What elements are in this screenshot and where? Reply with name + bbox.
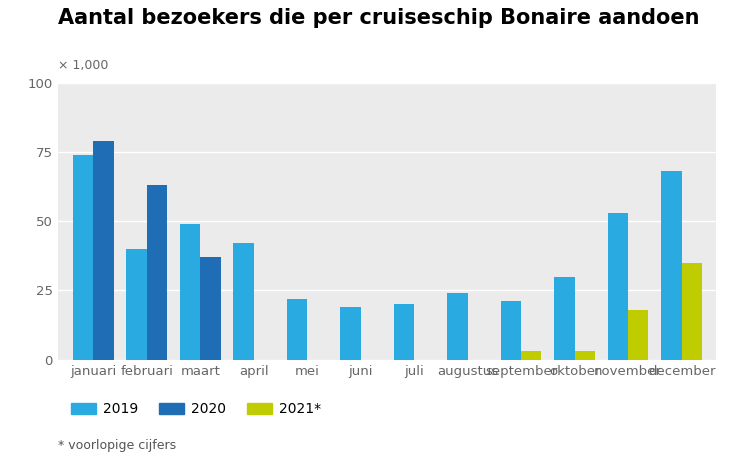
Bar [233,243,254,360]
Bar [662,171,681,360]
Bar [575,351,595,360]
Bar [287,299,307,360]
Text: Aantal bezoekers die per cruiseschip Bonaire aandoen: Aantal bezoekers die per cruiseschip Bon… [58,8,700,28]
Bar [607,213,628,360]
Bar [180,224,200,360]
Text: * voorlopige cijfers: * voorlopige cijfers [58,439,177,452]
Bar [501,301,521,360]
Bar [681,263,702,360]
Bar [94,141,113,360]
Bar [554,277,575,360]
Text: × 1,000: × 1,000 [58,59,109,72]
Bar [126,249,147,360]
Bar [447,293,468,360]
Legend: 2019, 2020, 2021*: 2019, 2020, 2021* [65,396,327,422]
Bar [147,185,167,360]
Bar [73,155,94,360]
Bar [394,304,414,360]
Bar [521,351,542,360]
Bar [628,310,648,360]
Bar [341,307,360,360]
Bar [200,257,221,360]
